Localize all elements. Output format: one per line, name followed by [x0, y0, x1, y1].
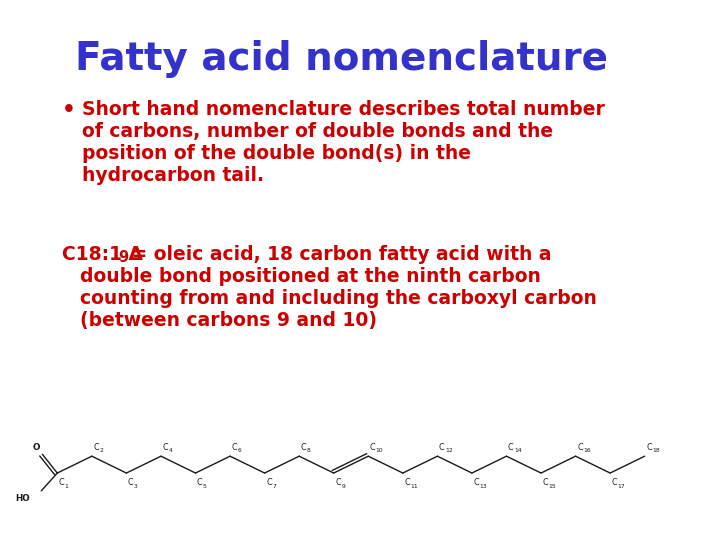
Text: C: C — [473, 478, 479, 487]
Text: of carbons, number of double bonds and the: of carbons, number of double bonds and t… — [82, 122, 553, 141]
Text: C: C — [577, 443, 582, 451]
Text: C: C — [94, 443, 99, 451]
Text: counting from and including the carboxyl carbon: counting from and including the carboxyl… — [80, 289, 597, 308]
Text: •: • — [62, 100, 76, 120]
Text: 16: 16 — [583, 448, 590, 453]
Text: 8: 8 — [307, 448, 310, 453]
Text: 2: 2 — [99, 448, 103, 453]
Text: hydrocarbon tail.: hydrocarbon tail. — [82, 166, 264, 185]
Text: 9: 9 — [341, 483, 345, 489]
Text: C: C — [542, 478, 548, 487]
Text: HO: HO — [15, 495, 30, 503]
Text: double bond positioned at the ninth carbon: double bond positioned at the ninth carb… — [80, 267, 541, 286]
Text: 6: 6 — [238, 448, 241, 453]
Text: C: C — [646, 443, 652, 451]
Text: C18:1 Δ: C18:1 Δ — [62, 245, 143, 264]
Text: O: O — [32, 443, 40, 451]
Text: (between carbons 9 and 10): (between carbons 9 and 10) — [80, 311, 377, 330]
Text: = oleic acid, 18 carbon fatty acid with a: = oleic acid, 18 carbon fatty acid with … — [125, 245, 552, 264]
Text: 3: 3 — [134, 483, 138, 489]
Text: Fatty acid nomenclature: Fatty acid nomenclature — [75, 40, 608, 78]
Text: C: C — [266, 478, 271, 487]
Text: C: C — [611, 478, 617, 487]
Text: C: C — [59, 478, 64, 487]
Text: 15: 15 — [549, 483, 557, 489]
Text: C: C — [163, 443, 168, 451]
Text: 5: 5 — [203, 483, 207, 489]
Text: 14: 14 — [514, 448, 521, 453]
Text: 7: 7 — [272, 483, 276, 489]
Text: 11: 11 — [410, 483, 418, 489]
Text: 9: 9 — [118, 250, 128, 265]
Text: C: C — [300, 443, 306, 451]
Text: C: C — [197, 478, 202, 487]
Text: C: C — [369, 443, 375, 451]
Text: 10: 10 — [376, 448, 383, 453]
Text: C: C — [508, 443, 513, 451]
Text: C: C — [438, 443, 444, 451]
Text: C: C — [335, 478, 341, 487]
Text: 4: 4 — [168, 448, 172, 453]
Text: position of the double bond(s) in the: position of the double bond(s) in the — [82, 144, 471, 163]
Text: 17: 17 — [618, 483, 626, 489]
Text: 1: 1 — [65, 483, 68, 489]
Text: Short hand nomenclature describes total number: Short hand nomenclature describes total … — [82, 100, 605, 119]
Text: C: C — [128, 478, 133, 487]
Text: C: C — [404, 478, 410, 487]
Text: 12: 12 — [445, 448, 453, 453]
Text: 13: 13 — [480, 483, 487, 489]
Text: 18: 18 — [652, 448, 660, 453]
Text: C: C — [232, 443, 237, 451]
